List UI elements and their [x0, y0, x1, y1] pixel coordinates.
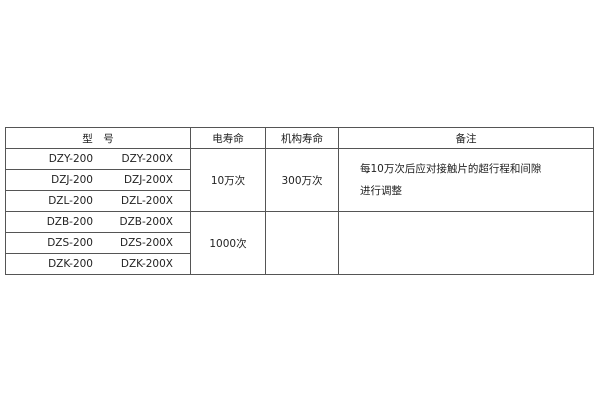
header-row: 型 号 电寿命 机构寿命 备注	[5, 127, 594, 149]
electrical-life-cell: 10万次	[190, 148, 266, 212]
model-cell: DZY-200 DZY-200X	[5, 148, 191, 170]
model-code: DZB-200	[46, 216, 93, 228]
model-cell: DZS-200 DZS-200X	[5, 232, 191, 254]
header-model: 型 号	[5, 127, 191, 149]
note-cell	[338, 211, 594, 275]
model-code-x: DZK-200X	[120, 258, 173, 270]
mechanical-life-cell: 300万次	[265, 148, 339, 212]
electrical-life-cell: 1000次	[190, 211, 266, 275]
model-code-x: DZJ-200X	[123, 174, 173, 186]
mechanical-life-cell	[265, 211, 339, 275]
model-cell: DZJ-200 DZJ-200X	[5, 169, 191, 191]
model-code-x: DZY-200X	[121, 153, 173, 165]
model-code: DZK-200	[48, 258, 93, 270]
model-code-x: DZL-200X	[121, 195, 173, 207]
table-row: DZY-200 DZY-200X 10万次 300万次 每10万次后应对接触片的超…	[5, 148, 594, 212]
table-row: DZK-200 DZK-200X	[5, 253, 594, 275]
model-code: DZL-200	[48, 195, 93, 207]
note-cell: 每10万次后应对接触片的超行程和间隙 进行调整	[338, 148, 594, 212]
model-code: DZJ-200	[51, 174, 93, 186]
table-row: DZB-200 DZB-200X 1000次	[5, 211, 594, 275]
model-cell: DZB-200 DZB-200X	[5, 211, 191, 233]
table-row: DZL-200 DZL-200X	[5, 190, 594, 212]
header-note: 备注	[338, 127, 594, 149]
model-code-x: DZB-200X	[119, 216, 173, 228]
header-mechanical-life: 机构寿命	[265, 127, 339, 149]
model-cell: DZL-200 DZL-200X	[5, 190, 191, 212]
model-life-table: 型 号 电寿命 机构寿命 备注 DZY-200 DZY-200X 10万次 300…	[5, 127, 594, 275]
model-code: DZS-200	[47, 237, 93, 249]
model-cell: DZK-200 DZK-200X	[5, 253, 191, 275]
model-code-x: DZS-200X	[120, 237, 173, 249]
note-line: 每10万次后应对接触片的超行程和间隙	[360, 163, 542, 175]
header-electrical-life: 电寿命	[190, 127, 266, 149]
note-line: 进行调整	[360, 185, 402, 197]
model-code: DZY-200	[48, 153, 93, 165]
